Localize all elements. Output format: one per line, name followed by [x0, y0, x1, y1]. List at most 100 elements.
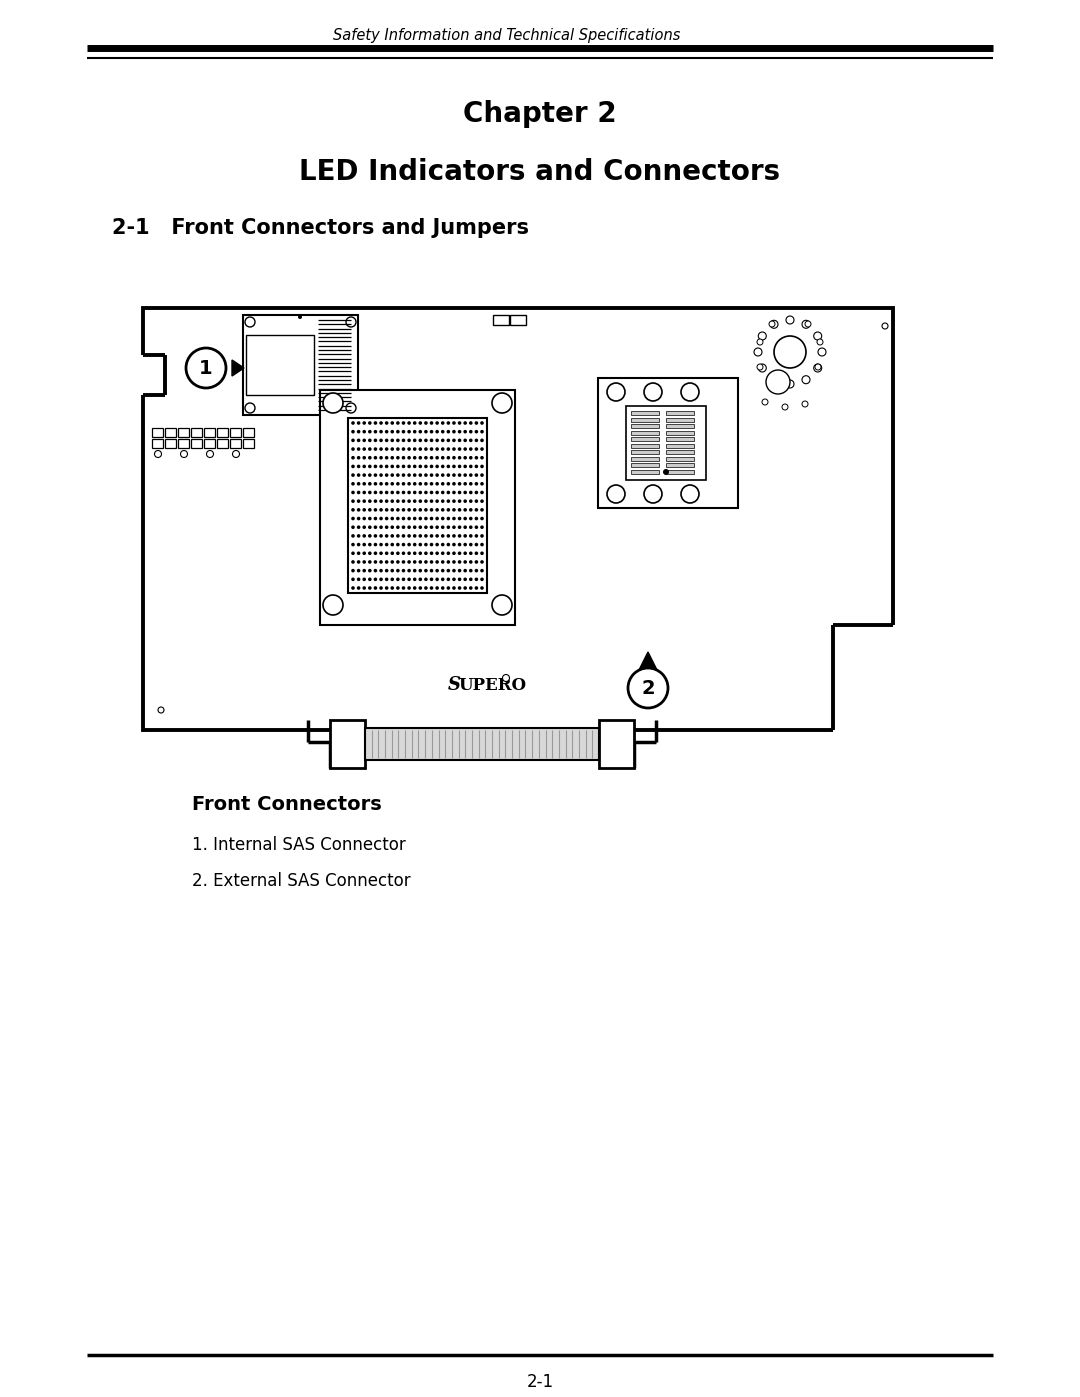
- Bar: [204, 439, 215, 448]
- Circle shape: [419, 560, 422, 564]
- Circle shape: [384, 534, 389, 538]
- Circle shape: [407, 534, 410, 538]
- Circle shape: [356, 455, 361, 460]
- Circle shape: [816, 339, 823, 345]
- Circle shape: [453, 534, 456, 538]
- Circle shape: [458, 517, 461, 520]
- Circle shape: [379, 490, 382, 495]
- Circle shape: [758, 365, 767, 372]
- Circle shape: [453, 447, 456, 451]
- Circle shape: [407, 517, 410, 520]
- Circle shape: [474, 474, 478, 476]
- Circle shape: [446, 447, 450, 451]
- Circle shape: [435, 430, 438, 433]
- Circle shape: [368, 525, 372, 529]
- Circle shape: [481, 447, 484, 451]
- Circle shape: [441, 447, 445, 451]
- Circle shape: [413, 499, 417, 503]
- Circle shape: [407, 587, 410, 590]
- Text: 1: 1: [199, 359, 213, 377]
- Circle shape: [363, 569, 366, 573]
- Circle shape: [351, 490, 355, 495]
- Bar: [631, 425, 659, 427]
- Circle shape: [379, 517, 382, 520]
- Circle shape: [453, 569, 456, 573]
- Circle shape: [363, 490, 366, 495]
- Circle shape: [458, 534, 461, 538]
- Circle shape: [368, 447, 372, 451]
- Circle shape: [407, 465, 410, 468]
- Circle shape: [441, 543, 445, 546]
- Circle shape: [374, 543, 377, 546]
- Circle shape: [419, 447, 422, 451]
- Bar: [140, 355, 165, 395]
- Circle shape: [391, 474, 394, 476]
- Circle shape: [407, 422, 410, 425]
- Bar: [666, 469, 694, 474]
- Circle shape: [463, 439, 467, 443]
- Circle shape: [453, 474, 456, 476]
- Circle shape: [453, 525, 456, 529]
- Circle shape: [458, 525, 461, 529]
- Circle shape: [430, 569, 433, 573]
- Circle shape: [374, 534, 377, 538]
- Circle shape: [607, 485, 625, 503]
- Circle shape: [424, 499, 428, 503]
- Circle shape: [396, 534, 400, 538]
- Circle shape: [424, 587, 428, 590]
- Circle shape: [758, 332, 767, 339]
- Circle shape: [424, 474, 428, 476]
- Circle shape: [469, 543, 473, 546]
- Circle shape: [453, 439, 456, 443]
- Bar: [666, 425, 694, 427]
- Circle shape: [481, 543, 484, 546]
- Text: 1. Internal SAS Connector: 1. Internal SAS Connector: [192, 835, 406, 854]
- Circle shape: [430, 482, 433, 486]
- Circle shape: [858, 704, 864, 711]
- Circle shape: [368, 474, 372, 476]
- Circle shape: [384, 509, 389, 511]
- Polygon shape: [638, 652, 658, 672]
- Circle shape: [453, 577, 456, 581]
- Circle shape: [363, 465, 366, 468]
- Circle shape: [424, 430, 428, 433]
- Circle shape: [379, 552, 382, 555]
- Circle shape: [351, 509, 355, 511]
- Bar: [165, 427, 176, 437]
- Circle shape: [396, 577, 400, 581]
- Circle shape: [368, 465, 372, 468]
- Circle shape: [368, 499, 372, 503]
- Circle shape: [463, 509, 467, 511]
- Circle shape: [384, 490, 389, 495]
- Circle shape: [379, 587, 382, 590]
- Circle shape: [435, 543, 438, 546]
- Circle shape: [463, 560, 467, 564]
- Bar: [320, 390, 515, 624]
- Circle shape: [407, 430, 410, 433]
- Circle shape: [463, 552, 467, 555]
- Circle shape: [815, 365, 821, 370]
- Circle shape: [374, 560, 377, 564]
- Circle shape: [368, 587, 372, 590]
- Circle shape: [463, 430, 467, 433]
- Circle shape: [368, 509, 372, 511]
- Circle shape: [802, 401, 808, 407]
- Circle shape: [384, 482, 389, 486]
- Circle shape: [206, 450, 214, 457]
- Circle shape: [402, 534, 405, 538]
- Circle shape: [413, 447, 417, 451]
- Circle shape: [384, 517, 389, 520]
- Circle shape: [770, 320, 778, 328]
- Circle shape: [407, 447, 410, 451]
- Circle shape: [402, 552, 405, 555]
- Circle shape: [379, 482, 382, 486]
- Bar: [631, 469, 659, 474]
- Circle shape: [441, 499, 445, 503]
- Circle shape: [458, 499, 461, 503]
- Circle shape: [356, 577, 361, 581]
- Circle shape: [469, 422, 473, 425]
- Circle shape: [413, 534, 417, 538]
- Circle shape: [396, 430, 400, 433]
- Circle shape: [402, 482, 405, 486]
- Circle shape: [435, 482, 438, 486]
